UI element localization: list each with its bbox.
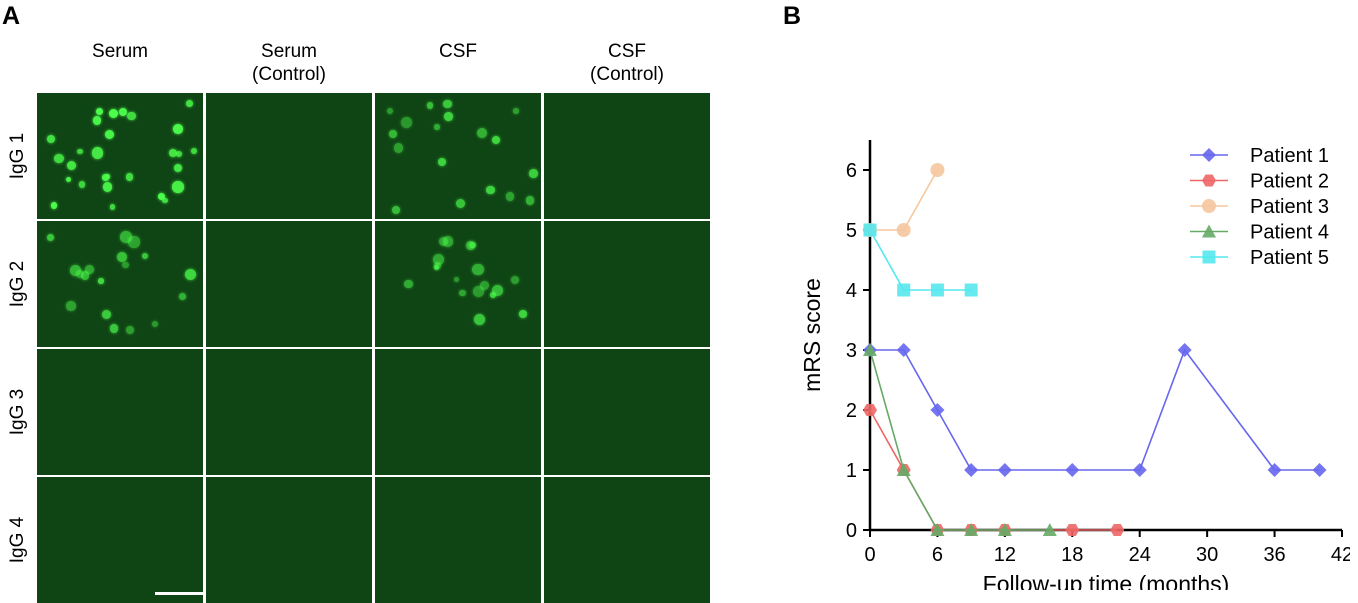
legend-marker xyxy=(1202,148,1216,162)
micrograph-tile xyxy=(375,477,541,603)
data-point xyxy=(964,523,979,536)
data-point xyxy=(863,223,877,237)
legend-label: Patient 1 xyxy=(1250,145,1329,167)
micrograph-tile xyxy=(37,221,203,347)
panel-label-b: B xyxy=(783,2,802,30)
x-tick-label: 6 xyxy=(932,544,943,566)
micrograph-tile xyxy=(544,221,710,347)
data-point xyxy=(930,283,944,297)
x-tick-label: 18 xyxy=(1061,544,1083,566)
micrograph-tile xyxy=(544,477,710,603)
y-tick-label: 6 xyxy=(846,160,857,182)
x-tick-label: 24 xyxy=(1129,544,1151,566)
series-line xyxy=(869,349,1050,531)
legend-label: Patient 5 xyxy=(1250,247,1329,269)
legend-marker xyxy=(1202,174,1216,187)
series-line xyxy=(869,229,972,291)
x-tick-label: 0 xyxy=(864,544,875,566)
data-point xyxy=(997,463,1012,477)
micrograph-tile xyxy=(37,93,203,219)
x-tick-label: 30 xyxy=(1196,544,1218,566)
y-tick-label: 4 xyxy=(846,280,857,302)
micrograph-tile xyxy=(206,477,372,603)
data-point xyxy=(897,283,911,297)
micrograph-tile xyxy=(544,93,710,219)
micrograph-tile xyxy=(206,349,372,475)
legend-label: Patient 2 xyxy=(1250,171,1329,193)
data-point xyxy=(930,523,945,536)
micrograph-tile xyxy=(206,93,372,219)
micrograph-tile xyxy=(206,221,372,347)
y-tick-label: 3 xyxy=(846,340,857,362)
column-header: CSF (Control) xyxy=(590,41,664,85)
legend-label: Patient 4 xyxy=(1250,222,1329,244)
series-line xyxy=(870,348,1320,471)
data-point xyxy=(896,223,911,237)
row-header: IgG 4 xyxy=(7,516,28,564)
column-header: Serum (Control) xyxy=(252,41,326,85)
data-point xyxy=(1065,463,1080,477)
y-tick-label: 0 xyxy=(846,520,857,542)
micrograph-tile xyxy=(544,349,710,475)
series-line xyxy=(870,169,939,231)
data-point xyxy=(1177,343,1192,357)
data-point xyxy=(1110,523,1125,537)
x-tick-label: 42 xyxy=(1331,544,1350,566)
data-point xyxy=(930,403,945,417)
scale-bar xyxy=(155,592,205,595)
row-header: IgG 3 xyxy=(7,388,28,436)
data-point xyxy=(863,343,877,356)
micrograph-tile xyxy=(37,477,203,603)
row-header: IgG 1 xyxy=(7,132,28,180)
x-tick-label: 12 xyxy=(994,544,1016,566)
data-point xyxy=(1065,523,1080,537)
column-header: Serum xyxy=(92,41,148,62)
data-point xyxy=(930,163,945,177)
data-point xyxy=(964,463,979,477)
micrograph-tile xyxy=(375,221,541,347)
micrograph-tile xyxy=(375,349,541,475)
y-tick-label: 1 xyxy=(846,460,857,482)
data-point xyxy=(896,343,911,357)
y-tick-label: 2 xyxy=(846,400,857,422)
data-point xyxy=(1042,523,1057,536)
panel-label-a: A xyxy=(2,2,21,30)
data-point xyxy=(1132,463,1147,477)
row-header: IgG 2 xyxy=(7,260,28,308)
legend-marker xyxy=(1202,224,1216,238)
data-point xyxy=(964,283,978,297)
legend-marker xyxy=(1202,199,1216,213)
micrograph-tile xyxy=(37,349,203,475)
y-axis-label: mRS score xyxy=(799,278,825,392)
data-point xyxy=(1267,463,1282,477)
data-point xyxy=(997,523,1012,536)
data-point xyxy=(863,403,877,417)
micrograph-tile xyxy=(375,93,541,219)
x-tick-label: 36 xyxy=(1263,544,1285,566)
y-tick-label: 5 xyxy=(846,220,857,242)
column-header: CSF xyxy=(439,41,477,62)
data-point xyxy=(1312,463,1327,477)
data-point xyxy=(896,463,911,476)
legend-marker xyxy=(1202,250,1216,264)
legend-label: Patient 3 xyxy=(1250,196,1329,218)
x-axis-label: Follow-up time (months) xyxy=(983,571,1230,590)
